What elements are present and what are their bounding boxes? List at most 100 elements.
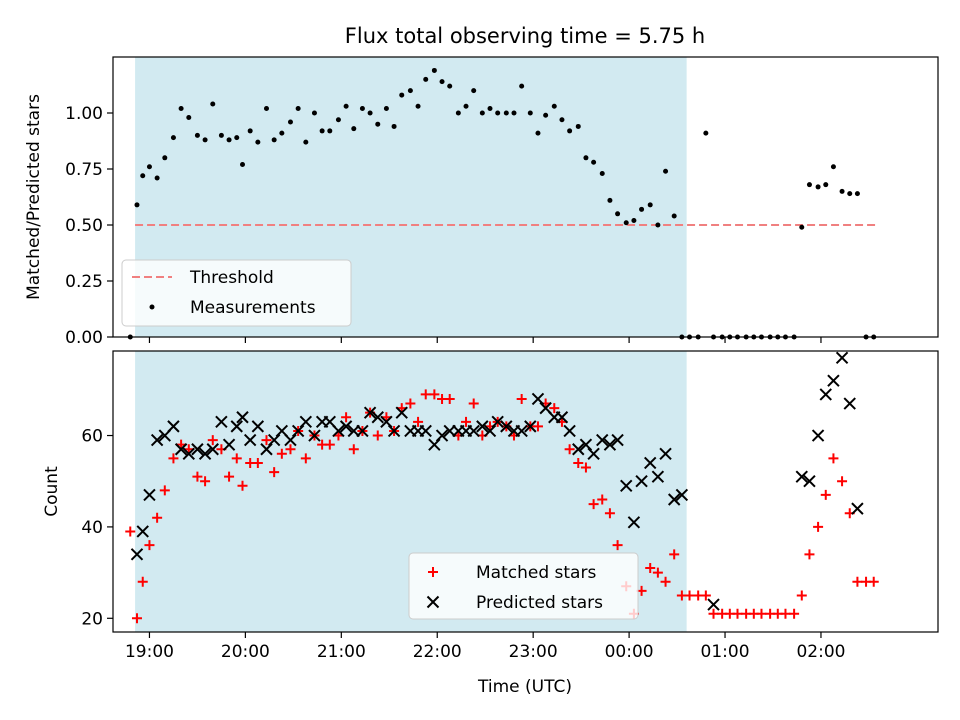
data-point (531, 392, 545, 406)
data-point (200, 476, 211, 487)
data-point (152, 512, 163, 523)
data-point (837, 476, 848, 487)
data-point (335, 117, 341, 123)
data-point (343, 103, 349, 109)
data-point (599, 170, 605, 176)
data-point (700, 590, 711, 601)
y-axis-label: Matched/Predicted stars (24, 94, 44, 300)
bottom-panel: 20 40 60 19:00 20:00 21:00 22:00 23:00 00:00 01:0… (42, 350, 939, 662)
data-point (587, 447, 600, 461)
data-point (311, 110, 317, 116)
data-point (154, 175, 160, 181)
data-point (703, 130, 709, 136)
data-point (299, 415, 313, 429)
data-point (551, 103, 557, 109)
data-point (279, 130, 285, 136)
data-point (261, 435, 272, 446)
data-point (669, 549, 680, 560)
data-point (215, 415, 228, 429)
data-point (471, 88, 477, 94)
data-point (372, 430, 383, 441)
legend-matched-swatch (428, 567, 438, 577)
data-point (291, 424, 305, 438)
data-point (447, 83, 453, 89)
data-point (444, 393, 455, 404)
series-predicted (130, 351, 864, 611)
data-point (627, 516, 641, 529)
data-point (854, 191, 860, 197)
y-tick-label: 1.00 (65, 104, 103, 124)
x-tick-label: 01:00 (701, 642, 750, 662)
data-point (663, 168, 669, 174)
data-point (828, 453, 839, 464)
data-point (222, 438, 236, 451)
data-point (803, 475, 816, 488)
data-point (413, 416, 424, 427)
data-point (383, 106, 389, 112)
data-point (607, 197, 613, 203)
data-point (516, 393, 527, 404)
data-point (230, 420, 243, 433)
data-point (240, 162, 246, 168)
y-tick-label: 0.25 (65, 272, 103, 292)
data-point (168, 453, 179, 464)
y-tick-label: 60 (81, 427, 103, 447)
data-point (596, 433, 609, 447)
data-point (428, 438, 441, 451)
data-point (868, 576, 879, 587)
data-point (572, 443, 585, 456)
data-point (136, 525, 149, 538)
data-point (535, 130, 541, 136)
data-point (532, 421, 543, 432)
x-tick-label: 00:00 (605, 642, 654, 662)
data-point (285, 444, 296, 455)
data-point (524, 420, 537, 433)
data-point (573, 457, 584, 468)
data-point (515, 424, 528, 438)
data-point (405, 398, 416, 409)
data-point (839, 188, 845, 194)
data-point (251, 420, 265, 433)
data-point (395, 406, 408, 419)
x-tick-label: 22:00 (413, 642, 462, 662)
y-tick-label: 20 (81, 609, 103, 629)
y-axis-label: Count (42, 466, 62, 517)
data-point (813, 521, 824, 532)
series-measurements (127, 67, 877, 340)
data-point (549, 403, 560, 414)
data-point (603, 438, 617, 451)
data-point (579, 438, 593, 451)
legend-box (408, 552, 639, 620)
x-tick-label: 19:00 (125, 642, 174, 662)
data-point (263, 106, 269, 112)
legend-label: Predicted stars (476, 593, 603, 613)
data-point (247, 128, 253, 134)
data-point (146, 164, 152, 170)
data-point (503, 110, 509, 116)
x-tick-label: 23:00 (509, 642, 558, 662)
x-tick-label: 20:00 (221, 642, 270, 662)
data-point (804, 549, 815, 560)
data-point (820, 489, 831, 500)
data-point (202, 137, 208, 143)
data-point (847, 191, 853, 197)
data-point (639, 206, 645, 212)
data-point (300, 453, 311, 464)
data-point (130, 548, 144, 561)
data-point (796, 590, 807, 601)
data-point (407, 88, 413, 94)
data-point (559, 117, 565, 123)
data-point (341, 412, 352, 423)
axes-frame (112, 350, 939, 633)
data-point (467, 424, 480, 438)
data-point (597, 494, 608, 505)
data-point (339, 420, 353, 433)
data-point (675, 488, 689, 502)
data-point (756, 608, 767, 619)
data-point (332, 424, 345, 438)
data-point (348, 444, 359, 455)
data-point (519, 83, 525, 89)
data-point (835, 351, 849, 365)
data-point (852, 576, 863, 587)
